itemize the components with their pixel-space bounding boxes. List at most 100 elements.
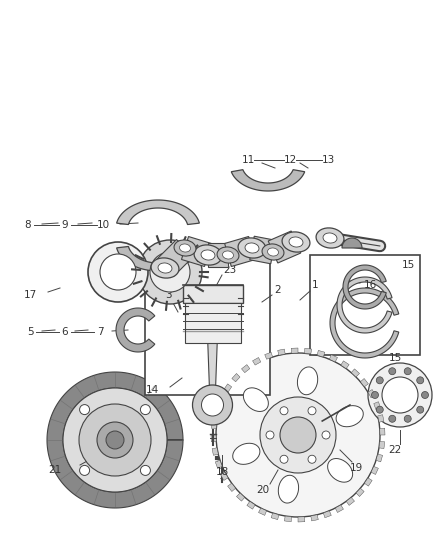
Circle shape [141,405,150,415]
Ellipse shape [323,233,337,243]
Polygon shape [311,515,318,521]
Text: 15: 15 [389,353,402,363]
Polygon shape [250,236,275,264]
Polygon shape [364,478,372,486]
Ellipse shape [233,443,260,464]
Text: 16: 16 [364,280,377,290]
Polygon shape [208,243,228,267]
Polygon shape [225,237,255,266]
Text: 10: 10 [96,220,110,230]
Ellipse shape [158,263,172,273]
Polygon shape [317,350,325,357]
Bar [145,255,270,395]
Polygon shape [330,288,399,358]
Circle shape [63,388,167,492]
Circle shape [280,407,288,415]
Polygon shape [211,422,217,429]
Circle shape [404,415,411,422]
Circle shape [79,404,151,476]
Polygon shape [253,358,261,365]
Text: 3: 3 [165,290,171,300]
Polygon shape [265,352,273,359]
Text: 6: 6 [62,327,68,337]
Ellipse shape [174,240,196,256]
Polygon shape [323,511,331,518]
Circle shape [100,254,136,290]
Ellipse shape [282,232,310,252]
Ellipse shape [180,244,191,252]
Polygon shape [343,265,386,309]
Polygon shape [224,384,232,392]
Ellipse shape [201,250,215,260]
Ellipse shape [316,228,344,248]
Polygon shape [117,246,199,271]
Polygon shape [220,472,228,480]
Ellipse shape [268,248,279,256]
Polygon shape [356,488,364,497]
Bar [184,303,240,343]
Text: 20: 20 [256,485,269,495]
Polygon shape [379,441,385,449]
Circle shape [280,417,316,453]
Text: 5: 5 [27,327,33,337]
Text: 15: 15 [401,260,415,270]
Circle shape [389,415,396,422]
Polygon shape [117,200,199,224]
Circle shape [280,455,288,463]
Circle shape [382,377,418,413]
Circle shape [106,431,124,449]
Polygon shape [278,349,285,356]
Circle shape [417,406,424,413]
Text: 13: 13 [321,155,335,165]
Ellipse shape [336,406,363,427]
Polygon shape [304,348,311,354]
Polygon shape [380,428,385,435]
Polygon shape [211,435,216,442]
Circle shape [376,406,383,413]
Circle shape [322,431,330,439]
Circle shape [97,422,133,458]
Polygon shape [351,369,360,377]
Circle shape [308,407,316,415]
Polygon shape [374,402,381,410]
Circle shape [417,377,424,384]
Polygon shape [116,308,155,352]
Polygon shape [47,372,183,508]
Polygon shape [181,237,212,266]
Ellipse shape [238,238,266,258]
Wedge shape [342,238,362,248]
Text: 19: 19 [350,463,363,473]
Polygon shape [346,497,354,505]
Polygon shape [213,408,220,416]
Circle shape [371,392,378,399]
Polygon shape [284,516,292,522]
Circle shape [141,465,150,475]
Circle shape [404,368,411,375]
Text: 11: 11 [241,155,254,165]
Polygon shape [337,277,392,333]
Ellipse shape [289,237,303,247]
Circle shape [308,455,316,463]
Circle shape [376,377,383,384]
Ellipse shape [245,243,259,253]
Text: 18: 18 [215,467,229,477]
Ellipse shape [217,247,239,263]
Circle shape [421,392,428,399]
Polygon shape [341,361,349,369]
Text: 22: 22 [389,445,402,455]
Polygon shape [237,493,245,501]
Polygon shape [329,354,338,362]
Circle shape [80,405,90,415]
Circle shape [150,252,190,292]
Ellipse shape [328,458,353,482]
Polygon shape [376,454,383,462]
Circle shape [368,363,432,427]
Polygon shape [156,239,194,277]
Ellipse shape [297,367,318,395]
Text: 14: 14 [145,385,159,395]
Text: 2: 2 [275,285,281,295]
Ellipse shape [278,475,299,503]
Bar [310,255,420,355]
Text: 17: 17 [23,290,37,300]
Polygon shape [268,231,301,263]
